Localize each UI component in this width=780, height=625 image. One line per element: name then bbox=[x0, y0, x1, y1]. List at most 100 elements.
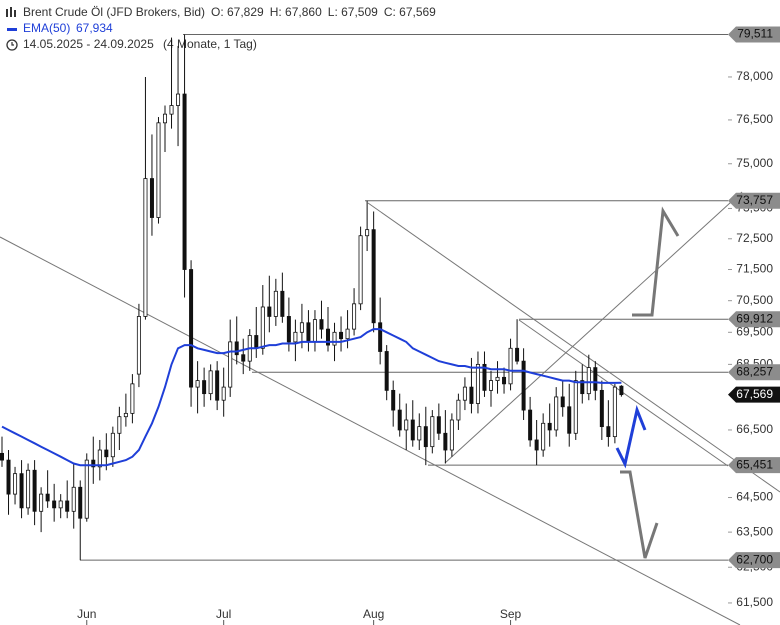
candle-body bbox=[449, 419, 454, 451]
candle-body bbox=[586, 367, 591, 395]
candle-body bbox=[156, 122, 161, 218]
icon bbox=[11, 42, 14, 46]
x-tick-label: Sep bbox=[500, 607, 522, 621]
candle-body bbox=[136, 316, 141, 375]
candle-body bbox=[319, 319, 324, 330]
candle-body bbox=[182, 93, 187, 270]
icon bbox=[6, 39, 18, 51]
ohlc-value: O: 67,829 bbox=[211, 5, 264, 19]
candle-body bbox=[117, 416, 122, 434]
last-price-label: 67,569 bbox=[736, 387, 773, 401]
period: (4 Monate, 1 Tag) bbox=[163, 37, 257, 51]
candle-body bbox=[371, 229, 376, 324]
candle-body bbox=[273, 290, 278, 317]
y-tick-label: 63,500 bbox=[736, 524, 773, 538]
candle-body bbox=[195, 380, 200, 388]
candle-body bbox=[45, 493, 50, 502]
candle-body bbox=[495, 376, 500, 381]
y-tick-label: 66,500 bbox=[736, 422, 773, 436]
candle-body bbox=[299, 322, 304, 333]
level-label: 79,511 bbox=[737, 27, 773, 41]
candle-body bbox=[306, 322, 311, 343]
trend-line bbox=[518, 319, 729, 467]
candle-body bbox=[221, 386, 226, 401]
candle-body bbox=[417, 426, 422, 441]
candle-body bbox=[560, 396, 565, 408]
candle-body bbox=[71, 486, 76, 512]
y-tick-label: 70,500 bbox=[736, 293, 773, 307]
candle-body bbox=[312, 319, 317, 343]
candle-body bbox=[91, 459, 96, 468]
arrows bbox=[615, 206, 680, 559]
candle-body bbox=[110, 432, 115, 458]
level-label-bg bbox=[728, 552, 780, 569]
candle-body bbox=[573, 380, 578, 434]
candle-body bbox=[391, 389, 396, 411]
candle-body bbox=[130, 383, 135, 414]
arrow-blue bbox=[615, 404, 647, 469]
candle-body bbox=[365, 229, 370, 237]
level-label-bg bbox=[728, 311, 780, 328]
ohlc-value: H: 67,860 bbox=[270, 5, 322, 19]
level-label-bg bbox=[728, 364, 780, 381]
arrow-up bbox=[632, 206, 680, 317]
candle-body bbox=[169, 105, 174, 115]
last-price-label-bg bbox=[728, 386, 780, 403]
candle-body bbox=[352, 303, 357, 330]
legend: Brent Crude Öl (JFD Brokers, Bid) O: 67,… bbox=[6, 5, 436, 51]
x-tick-label: Aug bbox=[363, 607, 384, 621]
candle-body bbox=[143, 178, 148, 317]
candle-body bbox=[228, 341, 233, 388]
candle-body bbox=[65, 500, 70, 512]
icon bbox=[10, 7, 12, 17]
candle-body bbox=[528, 409, 533, 441]
candle-body bbox=[410, 419, 415, 441]
trend-lines bbox=[0, 191, 780, 625]
candle-body bbox=[482, 363, 487, 391]
candle-body bbox=[293, 331, 298, 343]
level-label-bg bbox=[728, 26, 780, 43]
candle-body bbox=[554, 396, 559, 431]
candle-body bbox=[384, 351, 389, 391]
trend-line bbox=[444, 191, 743, 464]
level-label-bg bbox=[728, 192, 780, 209]
ema-line bbox=[1, 328, 622, 467]
candle-body bbox=[404, 419, 409, 431]
candle-body bbox=[423, 426, 428, 448]
candle-body bbox=[280, 290, 285, 317]
level-label-bg bbox=[728, 457, 780, 474]
candle-body bbox=[378, 322, 383, 352]
x-tick-label: Jul bbox=[216, 607, 231, 621]
candle-body bbox=[488, 380, 493, 391]
trend-line bbox=[367, 202, 780, 493]
candle-body bbox=[13, 473, 18, 495]
candle-body bbox=[254, 335, 259, 349]
candle-body bbox=[26, 469, 31, 509]
legend-value: 67,934 bbox=[76, 21, 113, 35]
candle-body bbox=[339, 331, 344, 340]
candle-body bbox=[443, 432, 448, 451]
candle-body bbox=[267, 306, 272, 317]
candle-body bbox=[332, 331, 337, 346]
candle-body bbox=[286, 316, 291, 343]
candle-body bbox=[325, 328, 330, 346]
candle-body bbox=[515, 347, 520, 362]
axes: 78,00076,50075,00073,50072,50071,50070,5… bbox=[77, 33, 773, 625]
candle-body bbox=[0, 452, 4, 461]
candle-body bbox=[469, 386, 474, 404]
candle-body bbox=[567, 406, 572, 434]
ohlc: O: 67,829 H: 67,860 L: 67,509 C: 67,569 bbox=[211, 5, 436, 19]
candle-body bbox=[521, 360, 526, 411]
candle-body bbox=[619, 385, 624, 396]
y-tick-label: 78,000 bbox=[736, 69, 773, 83]
candle-body bbox=[208, 370, 213, 395]
candle-body bbox=[430, 416, 435, 448]
candle-body bbox=[84, 459, 89, 519]
y-tick-label: 76,500 bbox=[736, 112, 773, 126]
candle-body bbox=[234, 341, 239, 356]
candle-body bbox=[162, 113, 167, 124]
candle-body bbox=[39, 493, 44, 512]
candle-body bbox=[593, 367, 598, 391]
trend-line bbox=[0, 236, 741, 625]
